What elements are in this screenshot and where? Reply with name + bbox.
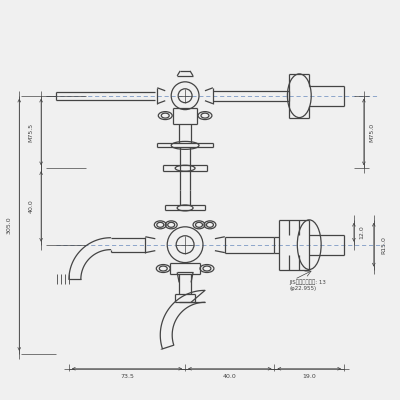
Text: 73.5: 73.5: [120, 374, 134, 379]
Text: 40.0: 40.0: [29, 200, 34, 213]
Text: R15.0: R15.0: [381, 236, 386, 254]
Text: (φ22.955): (φ22.955): [289, 286, 316, 291]
Text: 40.0: 40.0: [223, 374, 237, 379]
Text: M75.5: M75.5: [29, 122, 34, 142]
Text: M75.0: M75.0: [369, 122, 374, 142]
Text: 12.0: 12.0: [359, 225, 364, 239]
Text: JIS関連水道部品: 13: JIS関連水道部品: 13: [289, 280, 326, 285]
Text: 305.0: 305.0: [7, 216, 12, 234]
Text: 19.0: 19.0: [302, 374, 316, 379]
